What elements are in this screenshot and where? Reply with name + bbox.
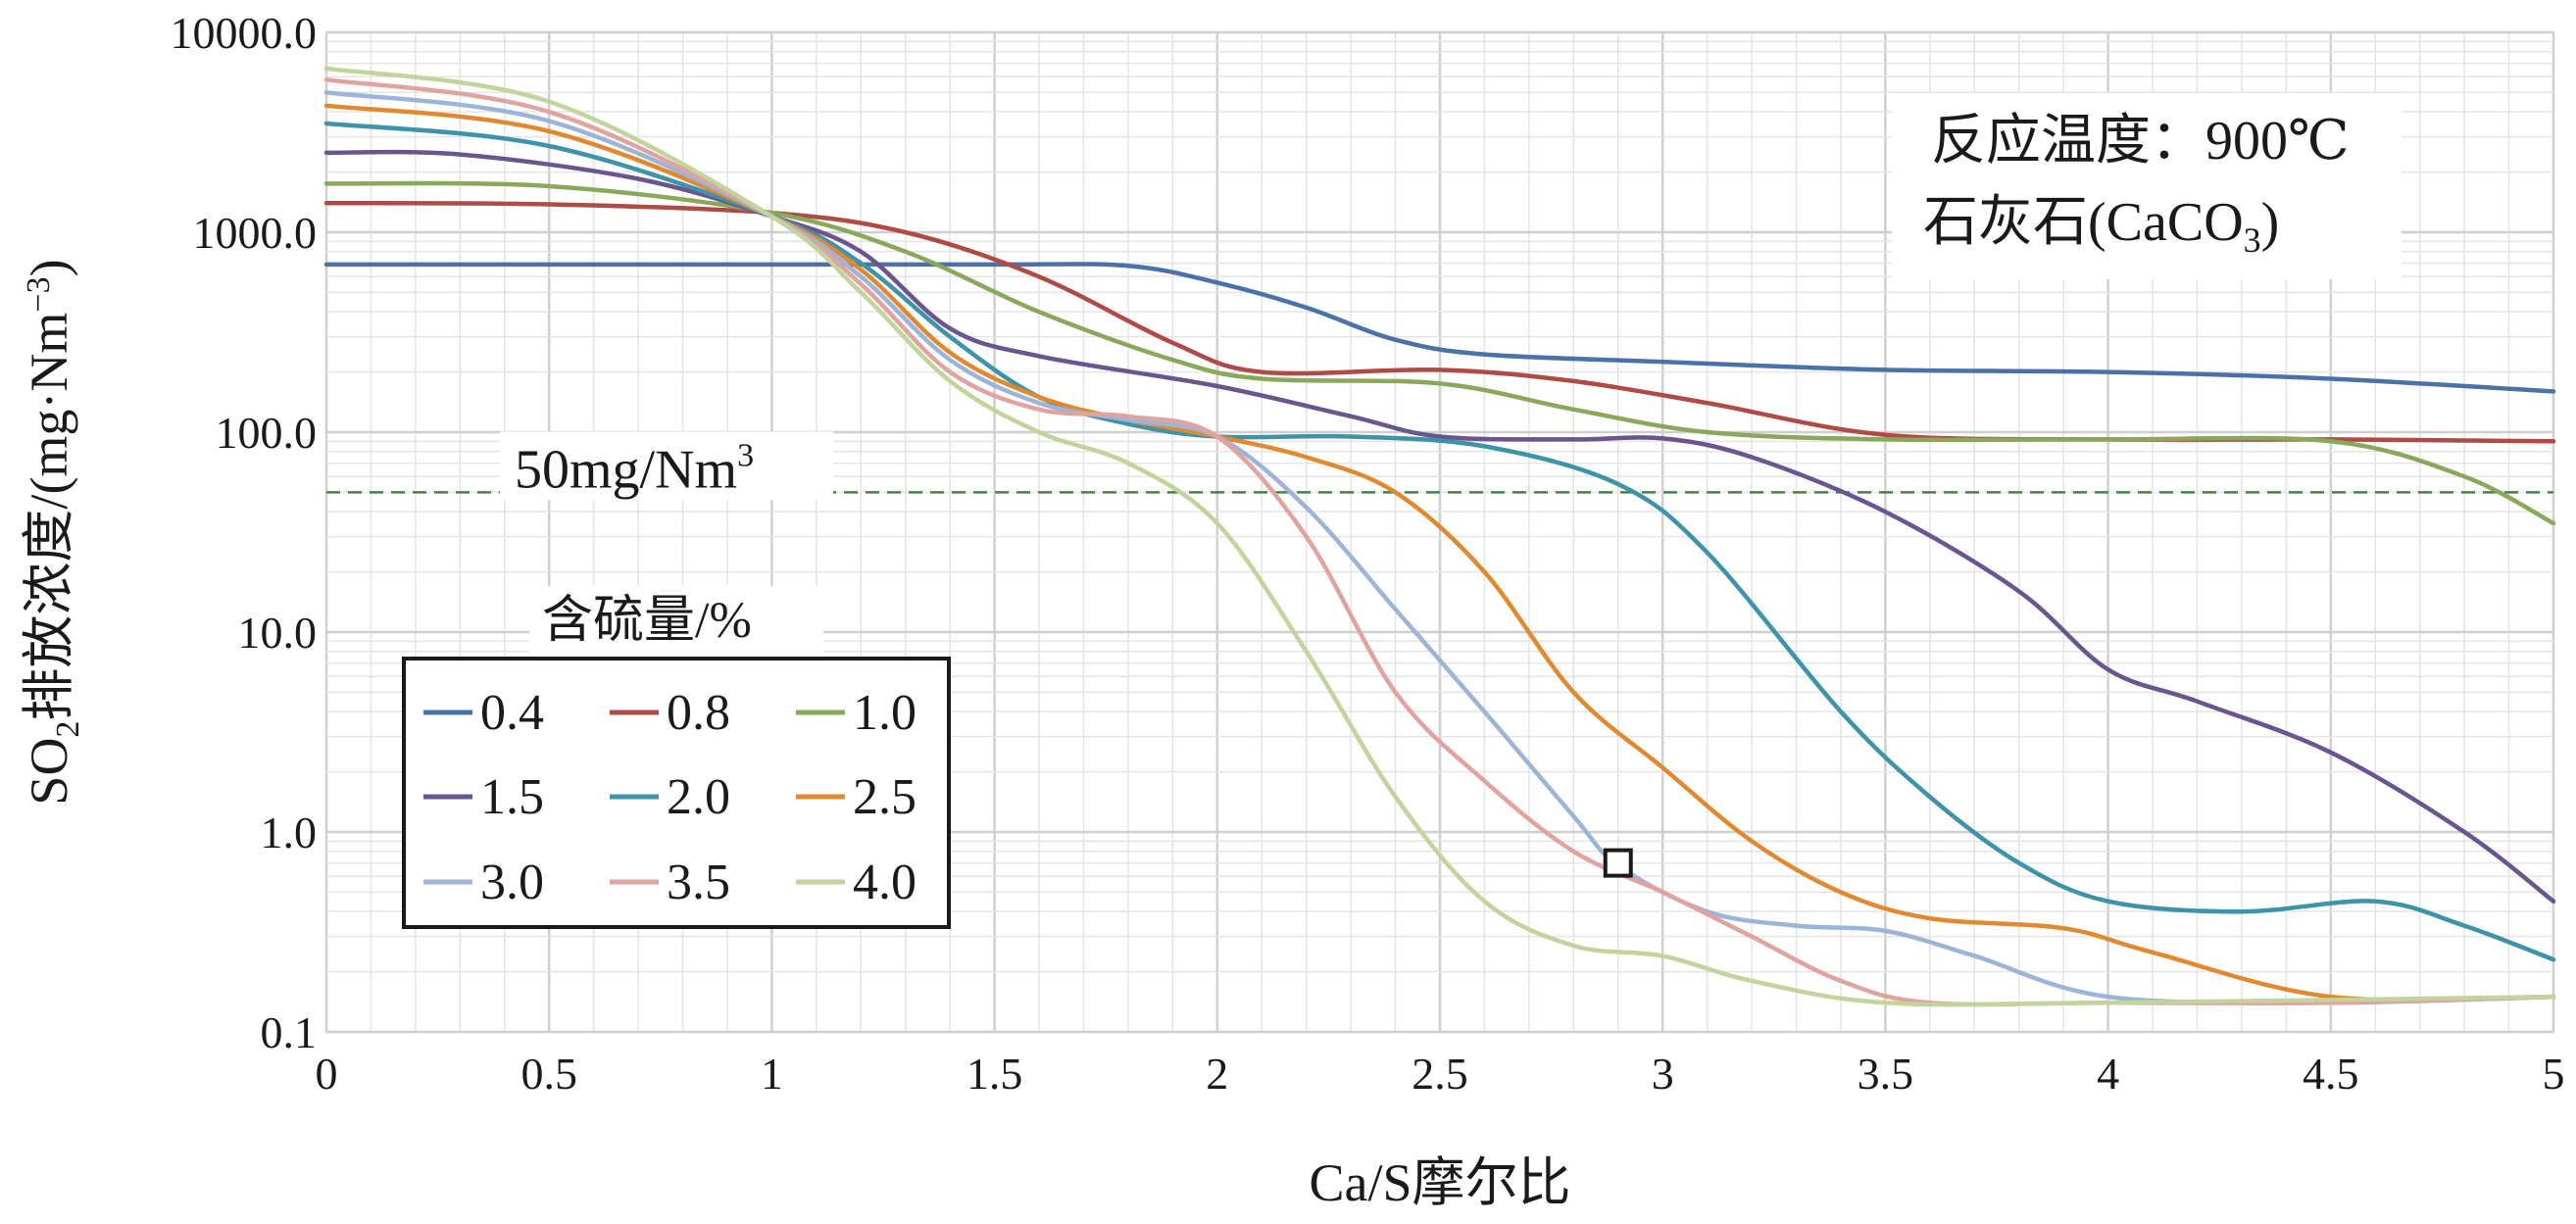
legend-label-2.0: 2.0 (667, 769, 730, 825)
x-tick-label: 2.5 (1412, 1049, 1468, 1099)
series-group (323, 66, 2556, 1007)
tick-labels: 0 0.5 1 1.5 2 2.5 3 3.5 4 4.5 5 10000.0 1000.0 100.0 1… (171, 8, 2565, 1099)
y-axis-title-part2: 排放浓度/(mg·Nm (20, 313, 78, 721)
x-tick-label: 1 (761, 1049, 783, 1099)
x-tick-label: 2 (1206, 1049, 1228, 1099)
annotation-material-main: 石灰石(CaCO (1923, 192, 2244, 253)
series-line-2.0 (323, 121, 2556, 962)
series-line-2.5 (323, 103, 2556, 1003)
annotation-material-end: ) (2261, 192, 2280, 253)
y-axis-title-part3: ) (20, 259, 78, 276)
y-axis-title-sub: 2 (50, 721, 86, 738)
y-tick-label: 100.0 (216, 408, 318, 458)
legend-items: 0.4 0.8 1.0 1.5 2.0 2.5 3.0 3.5 4.0 (423, 685, 916, 910)
reference-label-sup: 3 (737, 437, 754, 473)
series-line-3.0 (323, 90, 2556, 1005)
legend-label-0.8: 0.8 (667, 685, 730, 741)
reference-label-background (500, 431, 833, 501)
legend-label-1.0: 1.0 (853, 685, 916, 741)
marker-group (1603, 848, 1633, 878)
x-tick-label: 3 (1652, 1049, 1674, 1099)
x-tick-label: 3.5 (1858, 1049, 1914, 1099)
legend-label-3.0: 3.0 (480, 855, 544, 910)
y-axis-title-part1: SO (20, 738, 78, 806)
marker-square (1603, 848, 1633, 878)
series-line-0.4 (323, 262, 2556, 394)
reference-label: 50mg/Nm3 (515, 437, 754, 500)
legend-label-3.5: 3.5 (667, 855, 730, 910)
x-tick-label: 0 (316, 1049, 338, 1099)
y-tick-label: 10.0 (238, 608, 318, 658)
reference-line-group: 50mg/Nm3 (326, 431, 2553, 501)
legend-label-2.5: 2.5 (853, 769, 916, 825)
legend: 含硫量/% 0.4 0.8 1.0 1.5 2.0 2.5 3.0 3.5 4.0 (402, 586, 951, 929)
reference-label-main: 50mg/Nm (515, 439, 737, 500)
y-tick-label: 10000.0 (171, 8, 318, 58)
legend-label-4.0: 4.0 (853, 855, 916, 910)
legend-title-background (529, 586, 823, 657)
legend-label-0.4: 0.4 (480, 685, 544, 741)
x-tick-label: 4.5 (2303, 1049, 2359, 1099)
annotation-material-sub: 3 (2244, 220, 2261, 260)
x-tick-label: 0.5 (520, 1049, 577, 1099)
axis-titles: Ca/S摩尔比 SO2排放浓度/(mg·Nm−3) (20, 259, 1571, 1212)
x-tick-label: 5 (2543, 1049, 2565, 1099)
legend-title: 含硫量/% (542, 593, 752, 649)
y-tick-label: 1000.0 (193, 208, 318, 258)
x-tick-label: 4 (2097, 1049, 2119, 1099)
annotation-box: 反应温度：900℃ 石灰石(CaCO3) (1892, 93, 2402, 279)
legend-box (402, 657, 951, 929)
annotation-material: 石灰石(CaCO3) (1923, 192, 2279, 260)
annotation-temperature: 反应温度：900℃ (1931, 111, 2350, 171)
y-axis-title: SO2排放浓度/(mg·Nm−3) (20, 259, 86, 805)
annotation-background (1892, 93, 2402, 279)
y-tick-label: 0.1 (261, 1007, 318, 1057)
series-line-1.0 (323, 180, 2556, 526)
y-tick-label: 1.0 (261, 808, 318, 857)
legend-label-1.5: 1.5 (480, 769, 544, 825)
x-tick-label: 1.5 (966, 1049, 1023, 1099)
y-axis-title-sup: −3 (21, 276, 57, 312)
series-line-4.0 (323, 66, 2556, 1007)
x-axis-title: Ca/S摩尔比 (1309, 1153, 1570, 1212)
